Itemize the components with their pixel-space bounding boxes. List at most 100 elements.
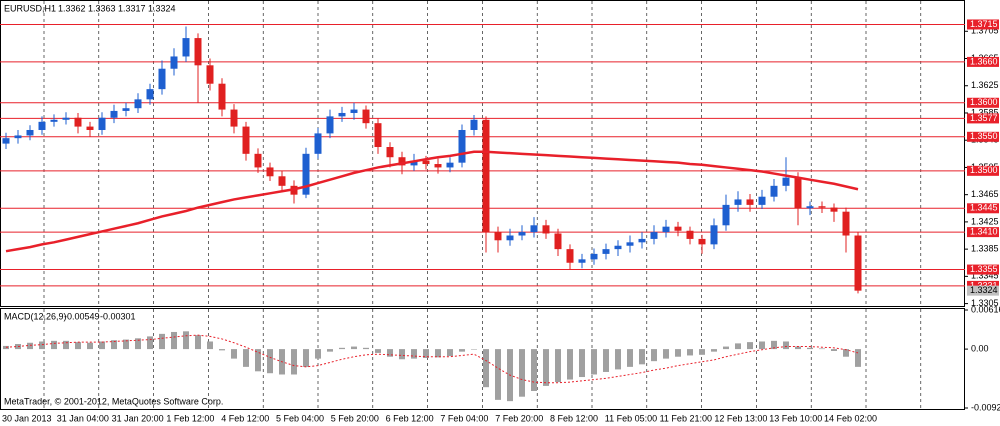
x-tick-label: 7 Feb 04:00 (440, 413, 488, 423)
macd-bar (267, 349, 273, 374)
x-tick-label: 6 Feb 12:00 (386, 413, 434, 423)
macd-bar (315, 349, 321, 359)
candle-body (458, 129, 466, 163)
macd-bar (711, 349, 717, 352)
macd-tick-label: 0.00 (971, 343, 989, 353)
candle-body (638, 238, 646, 243)
macd-bar (519, 349, 525, 397)
candle-body (794, 177, 802, 209)
macd-bar (675, 349, 681, 357)
level-label: 1.3550 (970, 131, 998, 141)
candle-body (170, 56, 178, 69)
macd-bar (291, 349, 297, 375)
level-label-box (967, 19, 999, 30)
candle-body (482, 119, 490, 233)
candle-body (422, 160, 430, 165)
level-label: 1.3410 (970, 226, 998, 236)
candle-body (74, 117, 82, 127)
macd-bar (531, 349, 537, 391)
x-tick-label: 11 Feb 05:00 (605, 413, 657, 423)
level-label: 1.3715 (970, 19, 998, 29)
y-tick-label: 1.3345 (971, 271, 999, 281)
level-label: 1.3600 (970, 97, 998, 107)
candle-body (350, 109, 358, 113)
y-tick-label: 1.3705 (971, 26, 999, 36)
macd-bar (75, 342, 81, 350)
candle-body (398, 157, 406, 166)
candle-body (686, 230, 694, 239)
candle-body (326, 116, 334, 134)
macd-tick-label: -0.00928 (971, 402, 1000, 412)
level-label-box (967, 227, 999, 238)
level-label-box (967, 56, 999, 67)
macd-bar (39, 341, 45, 350)
macd-bar (207, 341, 213, 350)
candle-body (818, 206, 826, 208)
x-tick-label: 4 Feb 12:00 (221, 413, 269, 423)
macd-bar (111, 340, 117, 350)
candle-body (554, 233, 562, 250)
macd-bar (147, 336, 153, 350)
macd-bar (195, 335, 201, 350)
macd-bar (327, 349, 333, 352)
x-tick-label: 31 Jan 20:00 (112, 413, 164, 423)
candle-body (782, 177, 790, 186)
macd-bar (411, 349, 417, 359)
macd-bar (423, 349, 429, 358)
candle-body (842, 211, 850, 236)
candle-body (854, 235, 862, 291)
y-tick-label: 1.3585 (971, 107, 999, 117)
candle-body (530, 225, 538, 233)
candle-body (338, 112, 346, 117)
macd-bar (63, 340, 69, 350)
candle-body (614, 245, 622, 250)
macd-bar (567, 349, 573, 380)
level-label-box (967, 131, 999, 142)
macd-bar (639, 349, 645, 365)
candle-body (50, 119, 58, 122)
macd-bar (339, 347, 345, 350)
level-label: 1.3355 (970, 264, 998, 274)
x-tick-label: 30 Jan 2013 (2, 413, 52, 423)
candle-body (542, 225, 550, 234)
candle-body (14, 135, 22, 139)
candle-body (254, 153, 262, 168)
candle-body (194, 38, 202, 66)
candle-body (134, 99, 142, 109)
macd-bar (3, 345, 9, 350)
candle-body (662, 226, 670, 233)
macd-main: -0.00549 (64, 311, 100, 321)
candle-body (110, 110, 118, 118)
moving-average (5, 150, 859, 253)
candle-body (302, 153, 310, 195)
macd-bar (771, 340, 777, 350)
candle-body (206, 65, 214, 84)
y-tick-label: 1.3305 (971, 298, 999, 308)
ohlc-close: 1.3324 (148, 3, 176, 13)
macd-bar (735, 343, 741, 350)
x-tick-label: 5 Feb 20:00 (331, 413, 379, 423)
x-tick-label: 1 Feb 12:00 (166, 413, 214, 423)
candle-body (62, 117, 70, 120)
candle-body (566, 249, 574, 263)
macd-signal-line (5, 334, 859, 384)
candle-body (758, 196, 766, 205)
macd-bar (723, 346, 729, 350)
candle-body (122, 108, 130, 111)
price-label-box (967, 285, 999, 296)
level-label: 1.3660 (970, 56, 998, 66)
x-tick-label: 7 Feb 20:00 (495, 413, 543, 423)
candle-body (602, 249, 610, 254)
macd-bar (171, 331, 177, 350)
x-tick-label: 14 Feb 02:00 (824, 413, 877, 423)
candle-body (626, 242, 634, 246)
macd-bar (183, 331, 189, 350)
candle-body (26, 129, 34, 136)
x-tick-label: 11 Feb 21:00 (660, 413, 712, 423)
macd-bar (483, 349, 489, 388)
macd-name: MACD(12,26,9) (4, 311, 67, 321)
candle-body (86, 126, 94, 130)
x-tick-label: 8 Feb 12:00 (550, 413, 598, 423)
y-tick-label: 1.3425 (971, 216, 999, 226)
